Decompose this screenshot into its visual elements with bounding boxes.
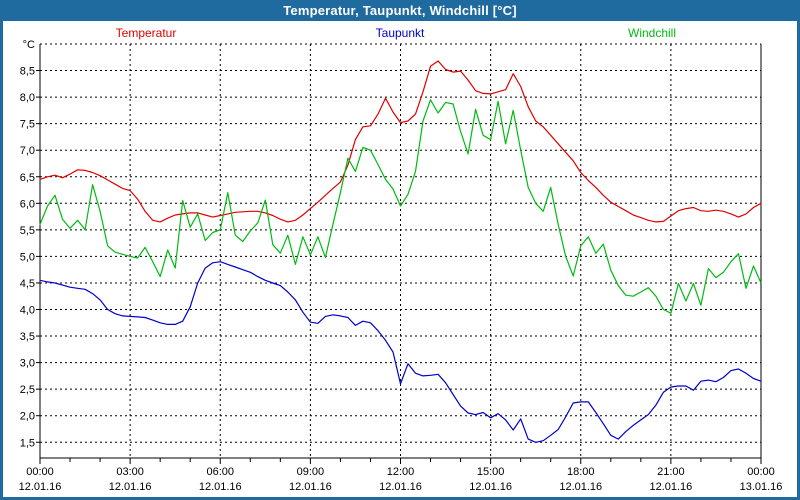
y-tick-label: 3,0	[20, 358, 35, 370]
x-tick-time-label: 18:00	[567, 466, 595, 478]
y-tick-label: 2,5	[20, 384, 35, 396]
y-axis-unit-label: °C	[23, 39, 35, 51]
x-tick-date-label: 12.01.16	[649, 481, 692, 493]
y-tick-label: 2,0	[20, 411, 35, 423]
x-tick-date-label: 13.01.16	[740, 481, 783, 493]
x-tick-time-label: 12:00	[387, 466, 415, 478]
x-tick-time-label: 21:00	[657, 466, 685, 478]
series-line-windchill	[39, 99, 762, 314]
y-tick-label: 7,5	[20, 119, 35, 131]
y-tick-label: 7,0	[20, 145, 35, 157]
legend-temperatur: Temperatur	[115, 26, 177, 40]
y-tick-label: 3,5	[20, 331, 35, 343]
x-tick-date-label: 12.01.16	[379, 481, 422, 493]
y-tick-label: 5,5	[20, 225, 35, 237]
x-tick-time-label: 09:00	[297, 466, 325, 478]
x-tick-date-label: 12.01.16	[469, 481, 512, 493]
x-tick-time-label: 06:00	[206, 466, 234, 478]
y-tick-label: 6,0	[20, 198, 35, 210]
series-line-taupunkt	[39, 261, 762, 443]
y-tick-label: 4,5	[20, 278, 35, 290]
y-tick-label: 6,5	[20, 172, 35, 184]
y-tick-label: 8,5	[20, 66, 35, 78]
y-tick-label: 8,0	[20, 92, 35, 104]
y-tick-label: 1,5	[20, 437, 35, 449]
x-tick-date-label: 12.01.16	[559, 481, 602, 493]
x-tick-time-label: 15:00	[477, 466, 505, 478]
x-tick-time-label: 03:00	[116, 466, 144, 478]
legend-windchill: Windchill	[627, 26, 677, 40]
y-tick-label: 4,0	[20, 305, 35, 317]
legend-taupunkt: Taupunkt	[375, 26, 425, 40]
title-bar[interactable]: Temperatur, Taupunkt, Windchill [°C]	[0, 0, 800, 21]
series-line-temperatur	[39, 60, 762, 223]
x-tick-time-label: 00:00	[747, 466, 775, 478]
x-tick-date-label: 12.01.16	[199, 481, 242, 493]
x-tick-date-label: 12.01.16	[289, 481, 332, 493]
x-tick-time-label: 00:00	[26, 466, 54, 478]
window-title: Temperatur, Taupunkt, Windchill [°C]	[283, 3, 517, 18]
x-tick-date-label: 12.01.16	[109, 481, 152, 493]
y-tick-label: 5,0	[20, 251, 35, 263]
x-tick-date-label: 12.01.16	[19, 481, 62, 493]
